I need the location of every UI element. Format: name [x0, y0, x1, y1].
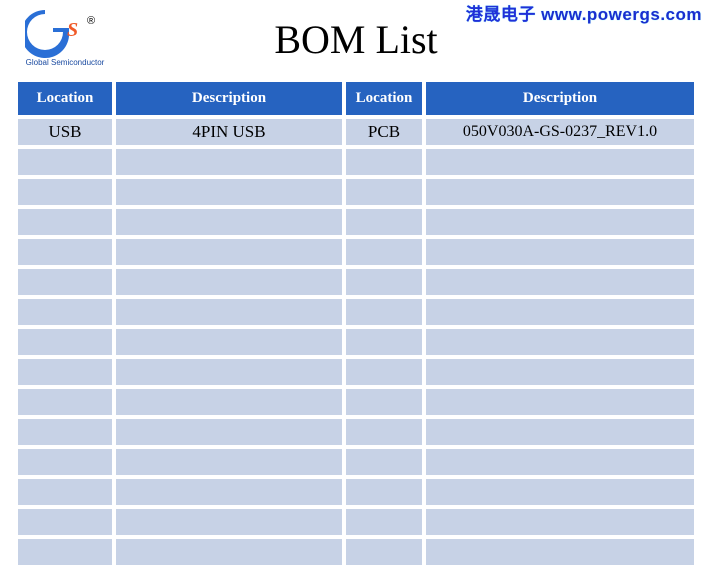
table-cell: [346, 179, 422, 205]
table-cell: [116, 479, 342, 505]
table-cell: [18, 389, 112, 415]
table-header-row: Location Description Location Descriptio…: [18, 82, 694, 115]
table-cell: [346, 449, 422, 475]
table-cell: [426, 329, 694, 355]
table-cell: [116, 209, 342, 235]
col-location-2: Location: [346, 82, 422, 115]
table-cell: [346, 299, 422, 325]
table-row: [18, 299, 694, 325]
table-cell: [346, 149, 422, 175]
bom-table-container: Location Description Location Descriptio…: [0, 78, 712, 569]
table-cell: [116, 269, 342, 295]
table-cell: [116, 509, 342, 535]
table-cell: [18, 149, 112, 175]
table-row: [18, 479, 694, 505]
table-cell: [426, 149, 694, 175]
table-cell: [18, 449, 112, 475]
table-cell: USB: [18, 119, 112, 145]
table-cell: [426, 419, 694, 445]
table-row: [18, 149, 694, 175]
table-cell: [346, 479, 422, 505]
table-cell: [116, 239, 342, 265]
table-cell: [426, 449, 694, 475]
table-cell: [116, 179, 342, 205]
table-row: [18, 449, 694, 475]
table-row: [18, 539, 694, 565]
table-cell: [426, 509, 694, 535]
table-cell: [426, 479, 694, 505]
table-cell: [426, 239, 694, 265]
table-row: [18, 329, 694, 355]
table-body: USB4PIN USBPCB050V030A-GS-0237_REV1.0: [18, 119, 694, 565]
page-title: BOM List: [0, 16, 712, 63]
table-cell: [426, 389, 694, 415]
table-row: [18, 419, 694, 445]
table-cell: [18, 359, 112, 385]
table-cell: [18, 299, 112, 325]
table-cell: [116, 359, 342, 385]
table-cell: 4PIN USB: [116, 119, 342, 145]
table-cell: [346, 329, 422, 355]
col-location-1: Location: [18, 82, 112, 115]
table-row: [18, 359, 694, 385]
table-cell: [116, 329, 342, 355]
table-cell: [18, 329, 112, 355]
table-cell: [18, 479, 112, 505]
table-row: USB4PIN USBPCB050V030A-GS-0237_REV1.0: [18, 119, 694, 145]
table-cell: [346, 509, 422, 535]
document-header: S ® Global Semiconductor 港晟电子 www.powerg…: [0, 0, 712, 78]
table-cell: [18, 269, 112, 295]
table-cell: [346, 239, 422, 265]
table-cell: [426, 269, 694, 295]
table-cell: [346, 539, 422, 565]
table-cell: [346, 359, 422, 385]
table-cell: [18, 419, 112, 445]
table-cell: [116, 419, 342, 445]
table-cell: [426, 299, 694, 325]
table-row: [18, 179, 694, 205]
col-description-2: Description: [426, 82, 694, 115]
table-cell: [18, 179, 112, 205]
table-row: [18, 209, 694, 235]
table-cell: [116, 389, 342, 415]
table-cell: [426, 359, 694, 385]
table-cell: [346, 269, 422, 295]
table-row: [18, 389, 694, 415]
bom-table: Location Description Location Descriptio…: [14, 78, 698, 569]
table-cell: [116, 149, 342, 175]
table-row: [18, 239, 694, 265]
table-cell: 050V030A-GS-0237_REV1.0: [426, 119, 694, 145]
table-cell: [18, 239, 112, 265]
table-cell: [426, 539, 694, 565]
table-cell: [18, 509, 112, 535]
table-row: [18, 269, 694, 295]
table-cell: [426, 179, 694, 205]
table-cell: [116, 299, 342, 325]
table-cell: [18, 209, 112, 235]
table-row: [18, 509, 694, 535]
table-cell: PCB: [346, 119, 422, 145]
table-cell: [116, 449, 342, 475]
table-cell: [346, 389, 422, 415]
col-description-1: Description: [116, 82, 342, 115]
table-cell: [346, 209, 422, 235]
table-cell: [346, 419, 422, 445]
table-cell: [116, 539, 342, 565]
table-cell: [18, 539, 112, 565]
table-cell: [426, 209, 694, 235]
